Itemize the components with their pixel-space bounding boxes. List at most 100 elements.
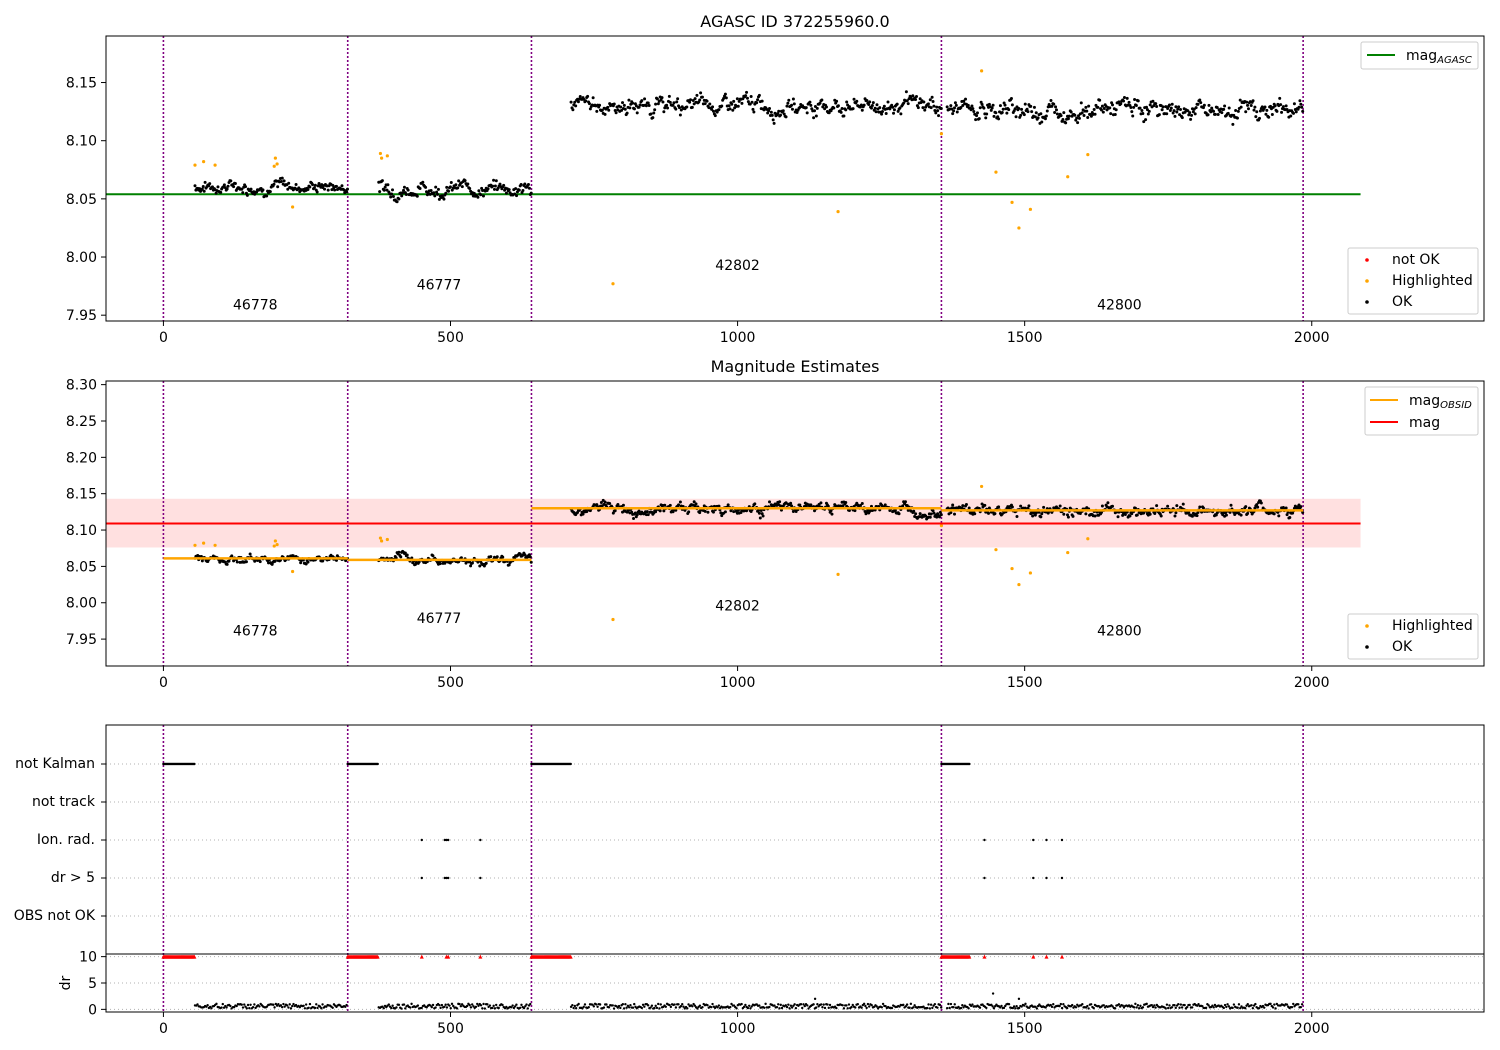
p1-ok-point bbox=[959, 105, 963, 109]
dr-point bbox=[291, 1004, 294, 1008]
dr-point bbox=[851, 1003, 854, 1007]
p1-highlighted-point bbox=[611, 282, 615, 286]
dr-point bbox=[793, 1003, 796, 1006]
p2-ok-point bbox=[883, 503, 887, 507]
p1-ok-point bbox=[688, 100, 692, 104]
p1-ok-point bbox=[504, 191, 508, 195]
p2-ok-point bbox=[711, 510, 715, 514]
p1-ok-point bbox=[1301, 109, 1305, 113]
p1-ok-point bbox=[939, 107, 943, 111]
dr-point bbox=[1007, 1002, 1011, 1006]
p2-ok-point bbox=[717, 504, 721, 508]
p1-ok-point bbox=[930, 95, 934, 99]
p2-ytick-label-8.1: 8.10 bbox=[66, 523, 97, 539]
dr-point bbox=[445, 1006, 449, 1009]
p1-ok-point bbox=[1194, 106, 1198, 110]
p2-ok-point bbox=[687, 510, 691, 514]
p1-ok-point bbox=[214, 191, 218, 195]
p2-ok-point bbox=[732, 510, 736, 514]
p1-ok-point bbox=[578, 95, 582, 99]
p2-ok-point bbox=[306, 560, 310, 564]
dr-point bbox=[1167, 1006, 1170, 1010]
p2-ok-point bbox=[273, 559, 277, 563]
dr-point bbox=[780, 1006, 784, 1010]
p1-ok-point bbox=[401, 191, 405, 195]
p1-xtick-label-0: 0 bbox=[159, 330, 168, 346]
p1-ok-point bbox=[954, 103, 958, 107]
dr-point bbox=[938, 1003, 942, 1007]
svg-text:magAGASC: magAGASC bbox=[1406, 48, 1472, 66]
p2-ok-point bbox=[1174, 511, 1178, 515]
p2-ok-point bbox=[983, 503, 987, 507]
p1-ok-point bbox=[225, 187, 229, 191]
p2-ok-point bbox=[663, 503, 667, 507]
p2-ok-point bbox=[1201, 506, 1205, 510]
p1-ok-point bbox=[813, 109, 817, 113]
p1-ok-point bbox=[693, 97, 697, 101]
p1-ok-point bbox=[814, 114, 818, 118]
dr-point bbox=[1261, 1004, 1265, 1008]
dr-point bbox=[1049, 1003, 1052, 1007]
p2-ok-point bbox=[1299, 505, 1303, 509]
flag-dr-gt-5-point bbox=[445, 876, 448, 880]
p2-ok-point bbox=[1173, 514, 1177, 518]
p2-ok-point bbox=[698, 511, 702, 515]
dr-point bbox=[654, 1004, 657, 1008]
p2-ok-point bbox=[1010, 505, 1014, 509]
legend-mag-obsid-label: mag bbox=[1409, 393, 1440, 409]
dr-point bbox=[1232, 1003, 1236, 1006]
dr-point bbox=[344, 1005, 347, 1009]
p1-ok-point bbox=[1172, 109, 1176, 113]
dr-point bbox=[1151, 1005, 1155, 1009]
p1-ok-point bbox=[1215, 106, 1219, 110]
dr-point bbox=[1239, 1006, 1242, 1010]
p1-ok-point bbox=[240, 187, 244, 191]
p1-ok-point bbox=[1147, 109, 1151, 113]
dr-point bbox=[845, 1004, 848, 1007]
p2-ok-point bbox=[1100, 504, 1104, 508]
p1-ok-point bbox=[631, 101, 635, 105]
p1-ok-point bbox=[791, 97, 795, 101]
dr-point bbox=[649, 1006, 652, 1009]
p1-ok-point bbox=[1190, 113, 1194, 117]
dr-point bbox=[409, 1006, 412, 1009]
dr-point bbox=[279, 1004, 283, 1007]
p2-ok-point bbox=[1301, 511, 1305, 515]
p2-highlighted-point bbox=[1066, 550, 1070, 555]
dr-point bbox=[497, 1006, 500, 1010]
dr-point bbox=[286, 1004, 289, 1007]
p2-ok-point bbox=[1285, 513, 1289, 517]
p1-ok-point bbox=[1299, 102, 1303, 106]
dr-point bbox=[1274, 1007, 1277, 1010]
dr-point bbox=[253, 1003, 256, 1006]
panel2-legend-points: Highlighted OK bbox=[1347, 613, 1479, 660]
p1-highlighted-point bbox=[380, 156, 384, 160]
p1-ok-point bbox=[249, 187, 253, 191]
p1-ok-point bbox=[771, 118, 775, 122]
p2-ok-point bbox=[964, 502, 968, 506]
dr-clipped-marker bbox=[982, 954, 987, 959]
p1-ok-point bbox=[884, 112, 888, 116]
p1-ok-point bbox=[527, 186, 531, 190]
p2-highlighted-point bbox=[202, 541, 206, 545]
dr-point bbox=[1071, 1003, 1074, 1007]
p1-ok-point bbox=[1030, 110, 1034, 114]
dr-point bbox=[522, 1006, 526, 1010]
p1-ok-point bbox=[667, 94, 671, 98]
dr-point bbox=[835, 1006, 838, 1010]
dr-point bbox=[448, 1004, 451, 1007]
p1-ok-point bbox=[1244, 110, 1248, 114]
p1-ok-point bbox=[745, 96, 749, 100]
p1-ok-point bbox=[1134, 104, 1138, 108]
p1-ok-point bbox=[824, 105, 828, 109]
p2-ok-point bbox=[953, 512, 957, 516]
p1-ok-point bbox=[1114, 108, 1118, 112]
p1-ok-point bbox=[424, 185, 428, 189]
p1-ok-point bbox=[926, 102, 930, 106]
p2-highlighted-point bbox=[193, 543, 197, 547]
p2-ok-point bbox=[924, 514, 928, 518]
dr-point bbox=[416, 1004, 420, 1007]
p1-ok-point bbox=[727, 104, 731, 108]
p1-ok-point bbox=[1169, 106, 1173, 110]
dr-point bbox=[717, 1004, 721, 1007]
